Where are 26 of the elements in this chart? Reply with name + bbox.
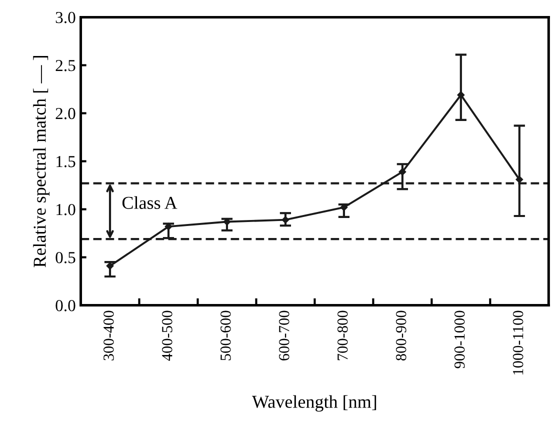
y-tick-label: 2.0 <box>56 108 76 120</box>
point <box>164 222 172 230</box>
x-tick-label: 600-700 <box>278 310 290 360</box>
x-tick-label: 800-900 <box>396 310 406 360</box>
point <box>223 218 231 226</box>
y-tick-label: 2.5 <box>56 60 76 72</box>
x-tick-label: 700-800 <box>337 310 348 360</box>
point <box>340 204 348 211</box>
y-tick-label: 1.0 <box>56 204 76 216</box>
y-tick-label: 0.5 <box>56 252 76 264</box>
y-tick-label: 3.0 <box>56 12 76 24</box>
y-axis-title: Relative spectral match [ — ] <box>33 56 50 268</box>
y-tick-label: 0.0 <box>56 300 76 312</box>
x-tick-label: 900-1000 <box>454 310 465 368</box>
annotation: Class A <box>122 196 178 209</box>
x-tick-label: 400-500 <box>162 310 172 361</box>
point <box>516 176 524 184</box>
point <box>398 168 406 176</box>
x-tick-label: 1000-1100 <box>512 310 524 374</box>
y-tick-label: 1.5 <box>56 156 76 168</box>
x-axis-title: Wavelength [nm] <box>252 395 376 412</box>
point <box>106 262 114 270</box>
x-tick-label: 500-600 <box>220 310 231 360</box>
point <box>457 91 465 99</box>
x-tick-label: 300-400 <box>104 310 114 360</box>
point <box>282 216 290 224</box>
